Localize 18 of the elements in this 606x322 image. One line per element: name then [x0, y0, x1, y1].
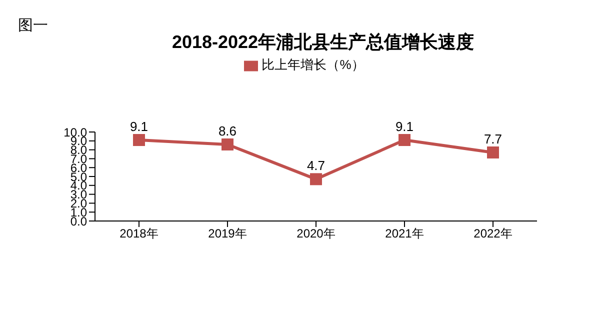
text: 图一: [18, 16, 48, 35]
data-label: 4.7: [306, 158, 326, 174]
chart-title: 2018-2022年浦北县生产总值增长速度: [172, 32, 474, 52]
x-tick-label: 2018年: [120, 226, 158, 241]
data-label: 9.1: [395, 119, 414, 134]
data-label: 7.7: [484, 131, 502, 146]
legend-label: 比上年增长（%）: [262, 57, 364, 72]
x-tick-label: 2019年: [208, 226, 247, 241]
x-tick-label: 2020年: [296, 226, 336, 241]
point: [487, 146, 499, 158]
data-label: 9.1: [130, 119, 148, 134]
point: [222, 138, 234, 150]
x-tick-label: 2021年: [385, 226, 424, 241]
point: [310, 173, 322, 186]
point: [398, 134, 410, 146]
point: [133, 134, 145, 146]
x-tick-label: 2022年: [474, 226, 512, 241]
data-label: 8.6: [218, 123, 237, 138]
